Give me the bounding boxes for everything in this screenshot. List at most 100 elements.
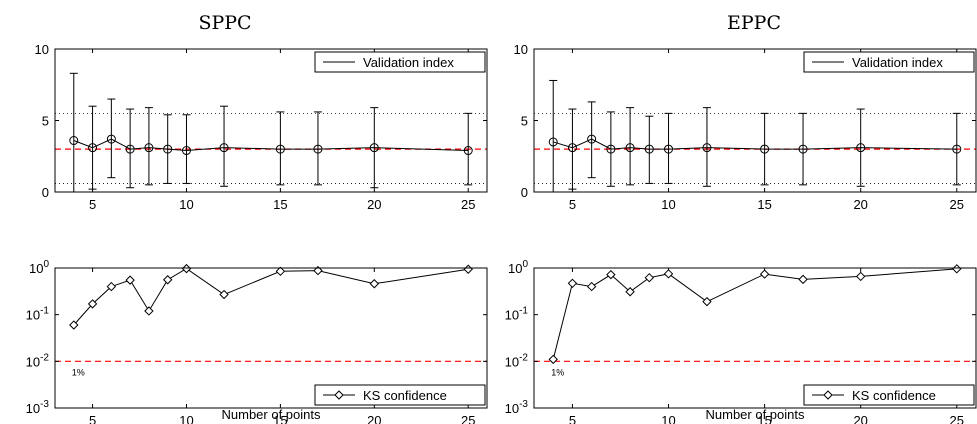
x-tick-label: 5 — [569, 197, 576, 212]
axes-frame — [54, 267, 488, 409]
y-tick-label: 10 — [514, 42, 528, 57]
y-tick-label: 100 — [508, 259, 528, 276]
x-tick-label: 15 — [273, 413, 287, 424]
data-point — [798, 274, 808, 285]
y-tick-label: 10-1 — [26, 306, 50, 323]
data-point — [275, 266, 286, 277]
x-tick-label: 25 — [950, 413, 964, 424]
data-point — [463, 264, 473, 274]
data-point — [702, 143, 712, 153]
legend-label: Validation index — [852, 55, 943, 70]
data-point — [87, 299, 98, 309]
legend-box — [314, 384, 486, 406]
y-tick-label: 10-3 — [26, 399, 50, 416]
data-point — [625, 287, 635, 297]
x-tick-label: 15 — [757, 197, 771, 212]
chart-title: SPPC — [198, 12, 251, 34]
data-point — [856, 143, 866, 153]
data-point — [644, 272, 655, 283]
data-point — [144, 143, 154, 153]
data-point — [106, 281, 117, 292]
x-tick-label: 5 — [89, 197, 96, 212]
data-point — [798, 144, 808, 154]
data-point — [125, 144, 135, 154]
y-tick-label: 10-2 — [505, 352, 529, 369]
legend-box — [803, 384, 975, 406]
data-point — [463, 146, 473, 156]
x-tick-label: 5 — [569, 413, 576, 424]
data-point — [181, 146, 191, 156]
y-tick-label: 5 — [521, 114, 528, 129]
x-tick-label: 10 — [179, 197, 193, 212]
data-point — [625, 143, 635, 153]
data-point — [952, 264, 962, 274]
x-tick-label: 15 — [757, 413, 771, 424]
x-axis-label: Number of points — [222, 407, 321, 422]
series-line — [553, 138, 957, 150]
data-point — [144, 306, 154, 316]
x-tick-label: 10 — [179, 413, 193, 424]
x-tick-label: 25 — [461, 413, 475, 424]
data-point — [760, 144, 770, 154]
data-point — [162, 275, 173, 285]
legend-label: KS confidence — [363, 388, 447, 403]
data-point — [219, 143, 229, 153]
data-point — [369, 279, 380, 289]
legend-box — [314, 51, 486, 73]
data-point — [125, 275, 135, 285]
data-point — [587, 134, 597, 144]
legend-label: Validation index — [363, 55, 454, 70]
y-tick-label: 0 — [521, 185, 528, 200]
axes-frame — [54, 48, 488, 193]
x-tick-label: 10 — [661, 197, 675, 212]
series-line — [73, 268, 469, 326]
data-point — [644, 144, 654, 154]
data-point — [759, 269, 770, 279]
data-point — [313, 265, 323, 276]
legend-box — [803, 51, 975, 73]
x-tick-label: 25 — [950, 197, 964, 212]
data-point — [548, 354, 558, 365]
data-point — [275, 144, 285, 154]
data-point — [567, 278, 578, 289]
x-axis-label: Number of points — [706, 407, 805, 422]
series-line — [73, 138, 469, 152]
data-point — [88, 143, 98, 153]
y-tick-label: 10-2 — [26, 352, 50, 369]
data-point — [664, 144, 674, 154]
legend-marker — [823, 390, 833, 400]
x-tick-label: 15 — [273, 197, 287, 212]
data-point — [606, 269, 616, 280]
y-tick-label: 100 — [29, 259, 49, 276]
data-point — [952, 144, 962, 154]
data-point — [219, 289, 229, 300]
series-line — [552, 268, 957, 360]
reference-label: 1% — [72, 367, 85, 377]
data-point — [369, 143, 379, 153]
x-tick-label: 10 — [661, 413, 675, 424]
x-tick-label: 20 — [367, 413, 381, 424]
data-point — [855, 271, 866, 282]
y-tick-label: 10 — [35, 42, 49, 57]
y-tick-label: 10-3 — [505, 399, 529, 416]
data-point — [663, 269, 674, 279]
data-point — [313, 144, 323, 154]
axes-frame — [533, 48, 977, 193]
data-point — [702, 296, 712, 307]
legend-marker — [334, 390, 344, 400]
data-point — [69, 136, 79, 146]
data-point — [586, 281, 597, 292]
x-tick-label: 20 — [853, 413, 867, 424]
data-point — [69, 320, 79, 330]
axes-frame — [533, 267, 977, 409]
chart-title: EPPC — [727, 12, 781, 34]
y-tick-label: 10-1 — [505, 306, 529, 323]
x-tick-label: 20 — [367, 197, 381, 212]
x-tick-label: 20 — [853, 197, 867, 212]
data-point — [548, 137, 558, 147]
legend-label: KS confidence — [852, 388, 936, 403]
y-tick-label: 5 — [42, 114, 49, 129]
data-point — [181, 263, 192, 274]
data-point — [567, 143, 577, 153]
